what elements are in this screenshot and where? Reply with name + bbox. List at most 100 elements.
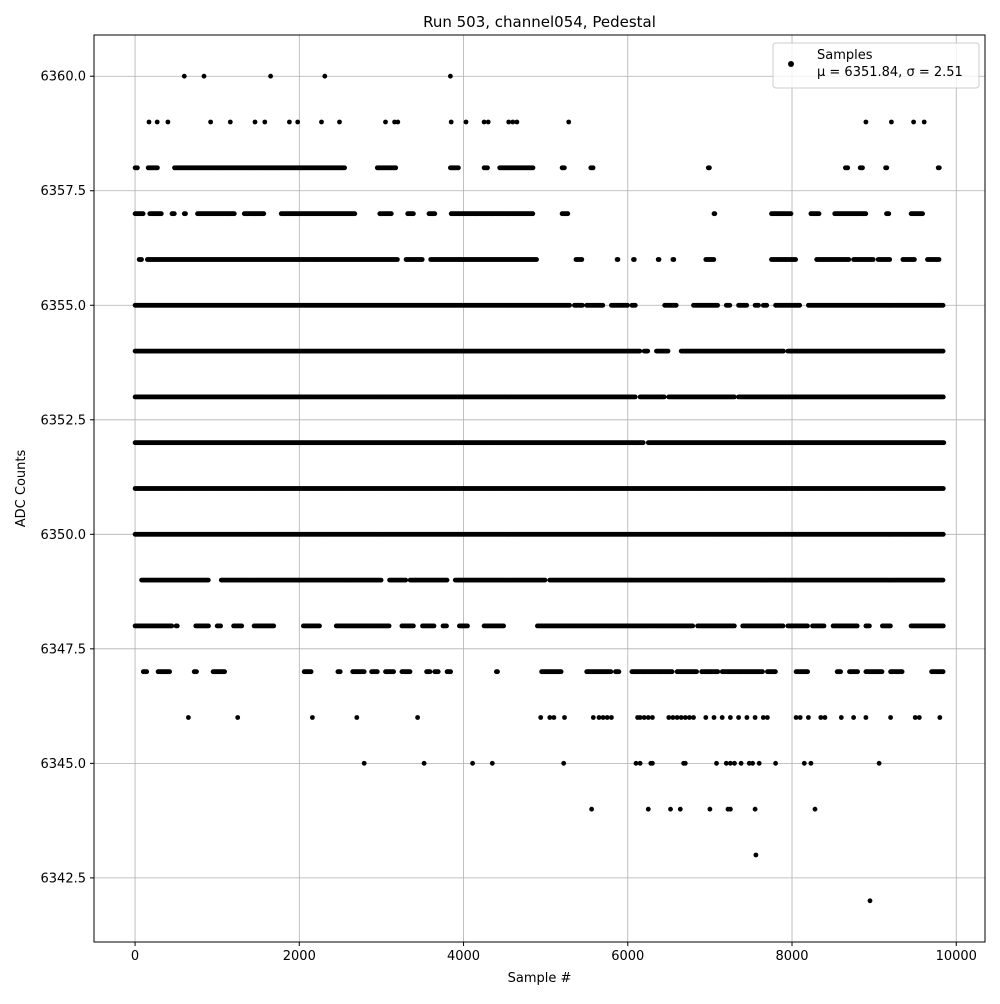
data-point bbox=[456, 165, 461, 170]
data-point bbox=[937, 165, 942, 170]
data-point bbox=[764, 303, 769, 308]
data-point bbox=[789, 211, 794, 216]
data-point bbox=[632, 257, 637, 262]
data-point bbox=[600, 303, 605, 308]
data-point bbox=[886, 211, 891, 216]
data-point bbox=[591, 165, 596, 170]
data-point bbox=[744, 303, 749, 308]
data-point bbox=[625, 303, 630, 308]
data-point bbox=[139, 257, 144, 262]
data-point bbox=[253, 120, 258, 125]
data-point bbox=[781, 349, 786, 354]
data-point bbox=[337, 120, 342, 125]
data-point bbox=[863, 211, 868, 216]
data-point bbox=[941, 303, 946, 308]
data-point bbox=[389, 211, 394, 216]
data-point bbox=[941, 440, 946, 445]
data-point bbox=[817, 211, 822, 216]
data-point bbox=[530, 211, 535, 216]
data-point bbox=[633, 395, 638, 400]
data-point bbox=[887, 257, 892, 262]
data-point bbox=[510, 120, 515, 125]
data-point bbox=[395, 257, 400, 262]
data-point bbox=[482, 120, 487, 125]
data-point bbox=[562, 165, 567, 170]
data-point bbox=[666, 349, 671, 354]
data-point bbox=[616, 257, 621, 262]
data-point bbox=[147, 120, 152, 125]
data-point bbox=[941, 349, 946, 354]
data-point bbox=[922, 120, 927, 125]
data-point bbox=[860, 165, 865, 170]
data-point bbox=[864, 120, 869, 125]
data-point bbox=[845, 165, 850, 170]
data-point bbox=[166, 120, 171, 125]
data-point bbox=[449, 120, 454, 125]
data-point bbox=[342, 165, 347, 170]
data-point bbox=[432, 211, 437, 216]
data-point bbox=[420, 257, 425, 262]
data-point bbox=[911, 120, 916, 125]
data-point bbox=[506, 120, 511, 125]
data-point bbox=[797, 303, 802, 308]
data-point bbox=[183, 211, 188, 216]
data-point bbox=[287, 120, 292, 125]
data-point bbox=[641, 440, 646, 445]
data-point bbox=[411, 211, 416, 216]
data-point bbox=[135, 165, 140, 170]
data-point bbox=[262, 120, 267, 125]
data-point bbox=[393, 165, 398, 170]
data-point bbox=[871, 257, 876, 262]
data-point bbox=[448, 74, 453, 79]
data-point bbox=[580, 303, 585, 308]
data-point bbox=[486, 120, 491, 125]
data-point bbox=[567, 303, 572, 308]
data-point bbox=[295, 120, 300, 125]
data-point bbox=[707, 165, 712, 170]
data-point bbox=[920, 211, 925, 216]
data-point bbox=[884, 165, 889, 170]
data-point bbox=[712, 211, 717, 216]
data-point bbox=[261, 211, 266, 216]
data-point bbox=[846, 257, 851, 262]
data-point bbox=[383, 120, 388, 125]
data-point bbox=[208, 120, 213, 125]
data-point bbox=[534, 257, 539, 262]
data-point bbox=[352, 211, 357, 216]
data-point bbox=[485, 165, 490, 170]
data-point bbox=[727, 303, 732, 308]
data-point bbox=[793, 257, 798, 262]
data-point bbox=[671, 257, 676, 262]
data-point bbox=[172, 211, 177, 216]
data-point bbox=[756, 303, 761, 308]
data-point bbox=[155, 165, 160, 170]
data-point bbox=[141, 211, 146, 216]
data-point bbox=[637, 349, 642, 354]
data-point bbox=[268, 74, 273, 79]
data-point bbox=[912, 257, 917, 262]
data-point bbox=[889, 120, 894, 125]
data-point bbox=[232, 211, 237, 216]
data-point bbox=[228, 120, 233, 125]
data-point bbox=[674, 303, 679, 308]
data-point bbox=[531, 165, 536, 170]
data-point bbox=[633, 303, 638, 308]
data-point bbox=[566, 120, 571, 125]
data-point bbox=[322, 74, 327, 79]
data-point bbox=[579, 257, 584, 262]
data-point bbox=[159, 211, 164, 216]
data-point bbox=[182, 74, 187, 79]
data-point bbox=[711, 257, 716, 262]
data-point bbox=[941, 395, 946, 400]
data-point bbox=[395, 120, 400, 125]
data-point bbox=[941, 486, 946, 491]
data-point bbox=[155, 120, 160, 125]
data-point bbox=[937, 257, 942, 262]
data-point bbox=[732, 395, 737, 400]
data-point bbox=[319, 120, 324, 125]
data-point bbox=[715, 303, 720, 308]
data-point bbox=[657, 257, 662, 262]
